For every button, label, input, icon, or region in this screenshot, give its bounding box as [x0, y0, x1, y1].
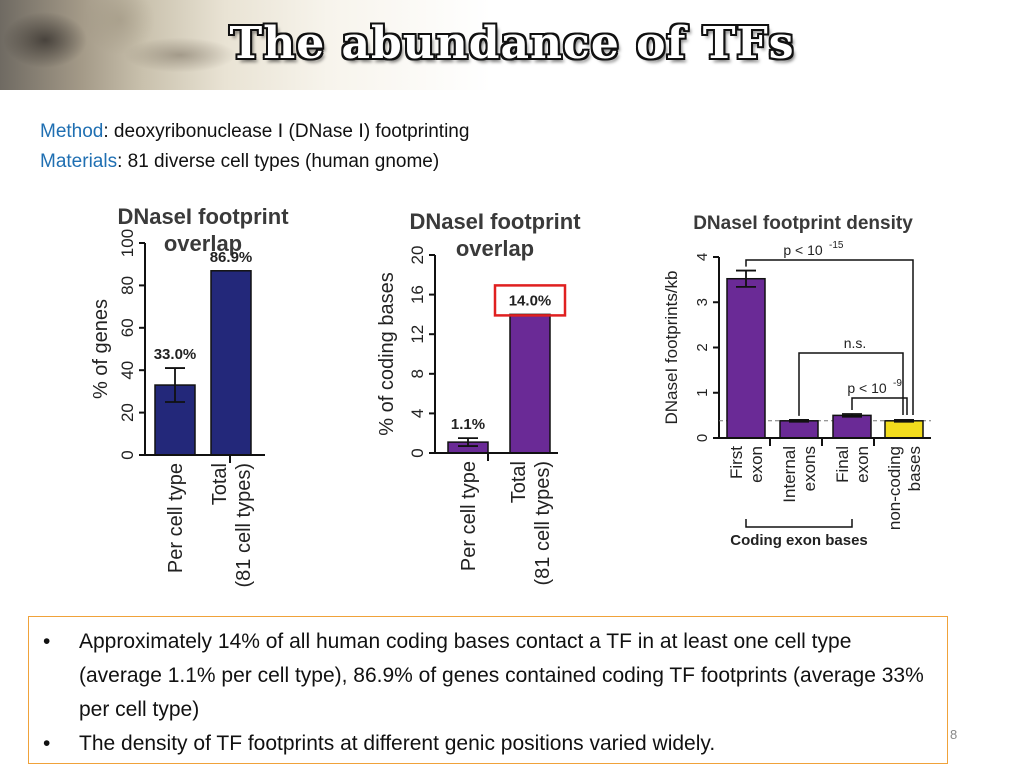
highlight-box: [493, 284, 567, 317]
materials-line: Materials: 81 diverse cell types (human …: [40, 151, 439, 173]
header-photo: [0, 0, 300, 90]
summary-list: • Approximately 14% of all human coding b…: [29, 625, 937, 761]
summary-bullet-2: • The density of TF footprints at differe…: [29, 727, 937, 761]
y-tick-label: 0: [408, 448, 427, 457]
y-tick-label: 40: [118, 361, 137, 380]
significance-label: n.s.: [844, 335, 867, 351]
bar: [210, 270, 252, 456]
bar: [832, 414, 872, 439]
method-key: Method: [40, 121, 104, 142]
page-number: 8: [950, 727, 958, 742]
y-tick-label: 8: [408, 369, 427, 378]
y-axis-label: DNaseI footprints/kb: [662, 270, 681, 424]
category-label: Internalexons: [780, 446, 819, 503]
data-label: 33.0%: [154, 346, 197, 363]
category-label: Total (81 cell types): [508, 461, 554, 586]
method-text: : deoxyribonuclease Ⅰ (DNase Ⅰ) footprin…: [103, 121, 470, 142]
category-label: non-codingbases: [885, 446, 924, 530]
bar: [509, 313, 551, 454]
group-bracket: [745, 519, 853, 528]
chart-title-line: DNaseI footprint: [117, 204, 289, 229]
page-title: The abundance of TFs: [229, 18, 795, 69]
y-tick-label: 20: [118, 403, 137, 422]
y-tick-label: 4: [408, 409, 427, 418]
y-axis-label: % of genes: [90, 299, 112, 399]
bar: [779, 420, 819, 439]
summary-bullet-1: • Approximately 14% of all human coding b…: [29, 625, 937, 727]
y-tick-label: 100: [118, 229, 137, 257]
summary-box: • Approximately 14% of all human coding b…: [28, 616, 948, 764]
category-label: Per cell type: [165, 463, 187, 573]
y-tick-label: 0: [694, 434, 711, 442]
summary-text-1: Approximately 14% of all human coding ba…: [79, 630, 924, 721]
y-tick-label: 2: [694, 343, 711, 351]
category-label: Finalexon: [833, 446, 872, 483]
y-tick-label: 0: [118, 450, 137, 459]
bullet-marker: •: [43, 630, 51, 653]
chart-title-line: overlap: [164, 231, 242, 256]
materials-key: Materials: [40, 151, 118, 172]
materials-text: : 81 diverse cell types (human gnome): [117, 151, 440, 172]
bar: [154, 384, 196, 456]
data-label: 1.1%: [451, 416, 485, 433]
group-label: Coding exon bases: [730, 532, 868, 549]
y-tick-label: 4: [694, 253, 711, 261]
bullet-marker: •: [43, 732, 51, 755]
footprint-density-chart: DNaseI footprint density 0 1 2 3 4 DNaseI foot…: [662, 213, 931, 549]
chart-title: DNaseI footprint density: [693, 213, 913, 234]
y-axis-label: % of coding bases: [376, 272, 398, 435]
bar: [884, 420, 924, 439]
data-label: 14.0%: [509, 292, 552, 309]
bar: [726, 277, 766, 439]
method-line: Method: deoxyribonuclease Ⅰ (DNase Ⅰ) fo…: [40, 120, 469, 143]
category-label: Firstexon: [727, 446, 766, 483]
slide-header: The abundance of TFs: [0, 0, 1024, 90]
significance-bracket: [851, 397, 908, 415]
summary-text-2: The density of TF footprints at differen…: [79, 732, 716, 755]
significance-bracket: [745, 259, 914, 415]
significance-bracket: [798, 352, 904, 416]
significance-exponent: -15: [829, 240, 844, 251]
chart-title-line: DNaseI footprint: [409, 209, 581, 234]
significance-label: p < 10: [783, 242, 823, 258]
significance-label: p < 10: [847, 380, 887, 396]
y-tick-label: 60: [118, 318, 137, 337]
y-tick-label: 16: [408, 285, 427, 304]
significance-exponent: -9: [893, 378, 902, 389]
y-tick-label: 12: [408, 325, 427, 344]
y-tick-label: 20: [408, 246, 427, 265]
y-tick-label: 1: [694, 389, 711, 397]
y-tick-label: 3: [694, 298, 711, 306]
data-label: 86.9%: [210, 249, 253, 266]
category-label: Total (81 cell types): [209, 463, 255, 588]
y-tick-label: 80: [118, 276, 137, 295]
category-label: Per cell type: [458, 461, 480, 571]
chart-title-line: overlap: [456, 236, 534, 261]
